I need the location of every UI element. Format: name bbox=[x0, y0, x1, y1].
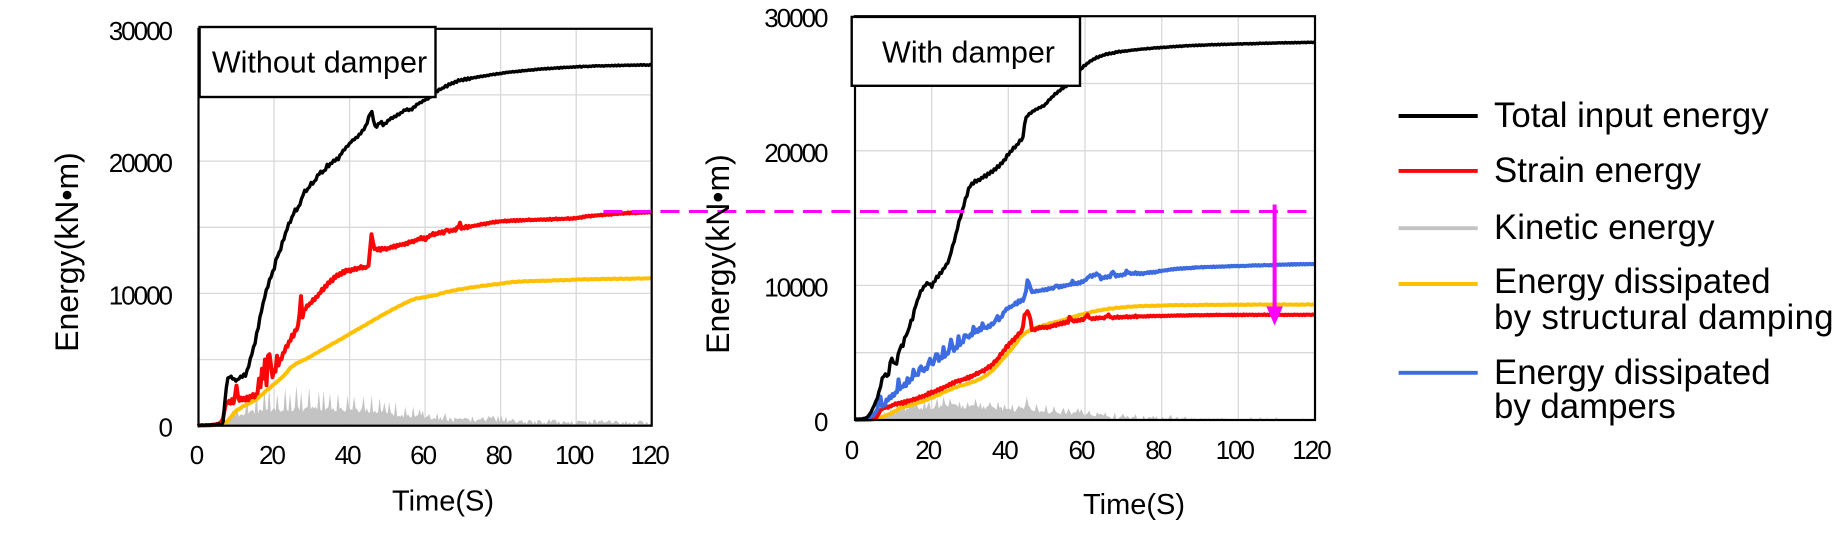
svg-text:100: 100 bbox=[1216, 435, 1255, 465]
svg-text:10000: 10000 bbox=[764, 272, 828, 302]
svg-text:Kinetic energy: Kinetic energy bbox=[1494, 208, 1715, 247]
svg-text:With damper: With damper bbox=[882, 36, 1055, 70]
svg-text:120: 120 bbox=[1292, 435, 1331, 465]
svg-text:100: 100 bbox=[555, 440, 594, 470]
svg-text:0: 0 bbox=[845, 435, 859, 465]
svg-text:0: 0 bbox=[814, 407, 828, 437]
svg-text:10000: 10000 bbox=[109, 280, 173, 310]
svg-text:Time(S): Time(S) bbox=[392, 486, 494, 518]
svg-text:30000: 30000 bbox=[109, 16, 173, 46]
svg-text:Energy dissipated: Energy dissipated bbox=[1494, 353, 1771, 392]
svg-text:20: 20 bbox=[915, 435, 941, 465]
svg-text:Strain energy: Strain energy bbox=[1494, 151, 1702, 190]
svg-text:Energy dissipated: Energy dissipated bbox=[1494, 262, 1771, 301]
svg-text:40: 40 bbox=[335, 440, 361, 470]
svg-text:20: 20 bbox=[259, 440, 285, 470]
svg-text:Total input energy: Total input energy bbox=[1494, 96, 1769, 135]
svg-text:by dampers: by dampers bbox=[1494, 387, 1676, 426]
svg-text:60: 60 bbox=[410, 440, 436, 470]
svg-text:0: 0 bbox=[159, 413, 173, 443]
svg-text:30000: 30000 bbox=[764, 3, 828, 33]
svg-text:Energy(kN•m): Energy(kN•m) bbox=[700, 154, 736, 354]
svg-text:0: 0 bbox=[190, 440, 204, 470]
svg-text:20000: 20000 bbox=[764, 138, 828, 168]
svg-text:Energy(kN•m): Energy(kN•m) bbox=[49, 152, 85, 352]
svg-text:120: 120 bbox=[631, 440, 670, 470]
svg-text:by structural damping: by structural damping bbox=[1494, 298, 1834, 337]
svg-text:Without damper: Without damper bbox=[212, 46, 427, 80]
svg-text:Time(S): Time(S) bbox=[1083, 489, 1185, 521]
svg-text:40: 40 bbox=[992, 435, 1018, 465]
svg-text:60: 60 bbox=[1069, 435, 1095, 465]
svg-text:80: 80 bbox=[486, 440, 512, 470]
svg-text:20000: 20000 bbox=[109, 148, 173, 178]
svg-text:80: 80 bbox=[1145, 435, 1171, 465]
